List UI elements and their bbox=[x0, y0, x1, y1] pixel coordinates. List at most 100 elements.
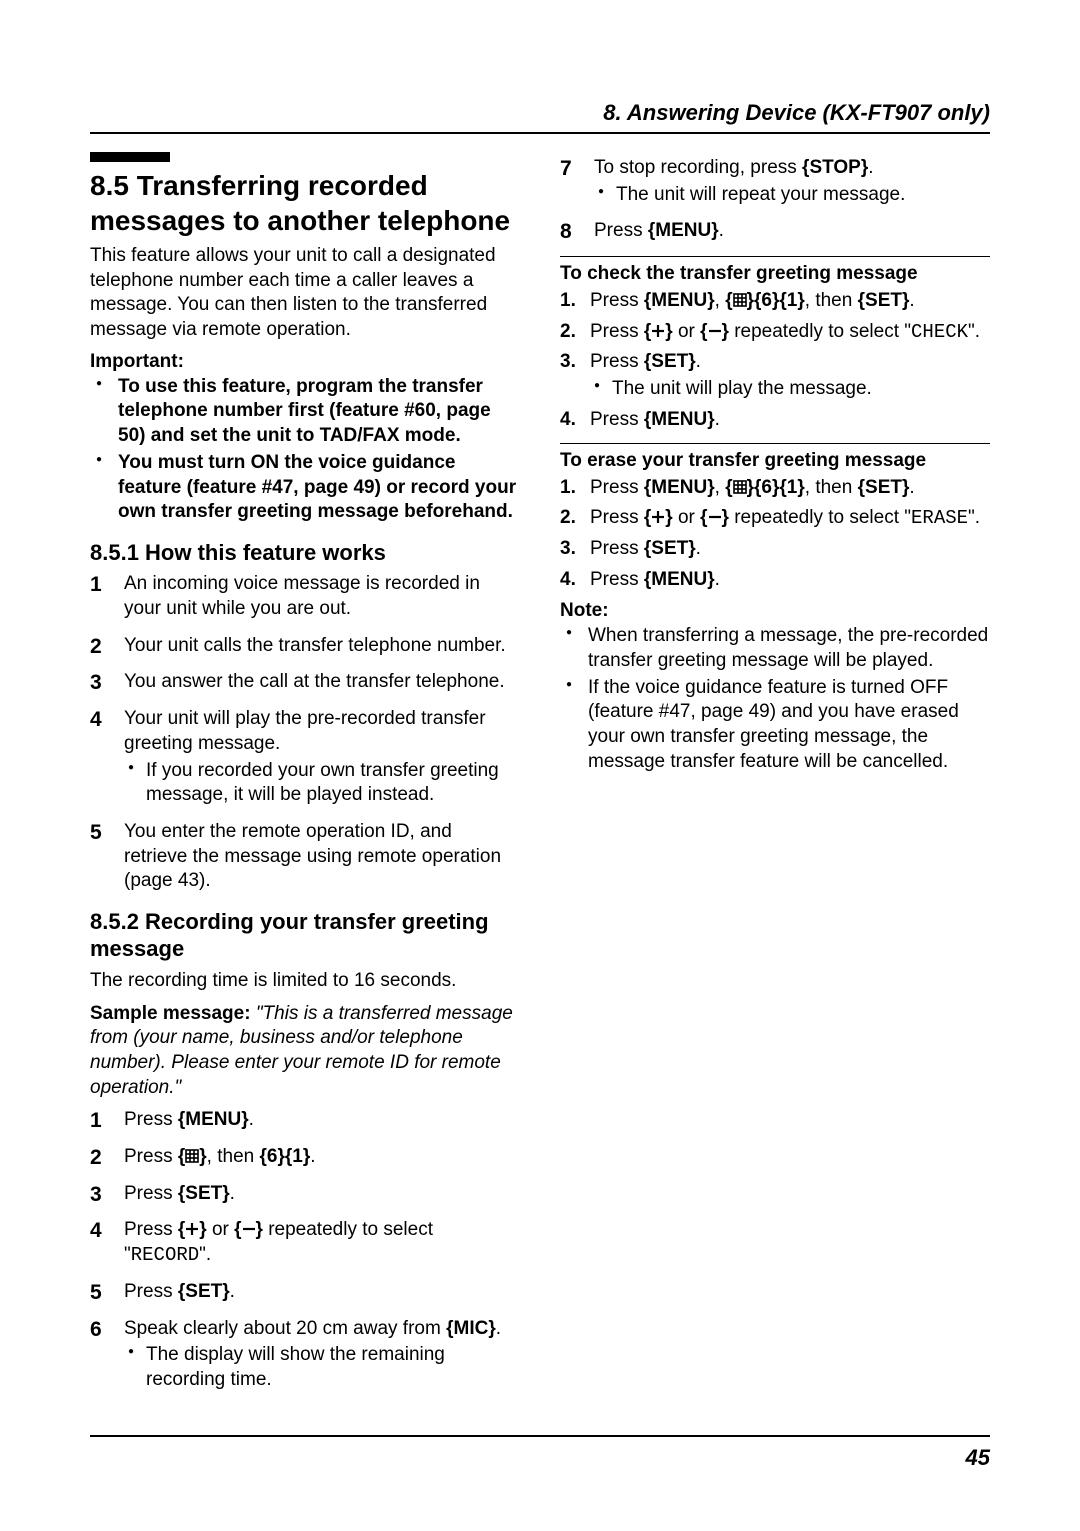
t: Press bbox=[124, 1281, 178, 1302]
section-title: 8.5 Transferring recorded messages to an… bbox=[90, 168, 520, 238]
chapter-header: 8. Answering Device (KX-FT907 only) bbox=[90, 100, 990, 126]
erase-option: ERASE bbox=[911, 507, 968, 529]
t: . bbox=[715, 569, 720, 590]
check-option: CHECK bbox=[911, 321, 968, 343]
step: You enter the remote operation ID, and r… bbox=[90, 820, 520, 894]
step: Press MENU. bbox=[560, 568, 990, 593]
step: Press or repeatedly to select "RECORD". bbox=[90, 1218, 520, 1267]
t: ". bbox=[199, 1244, 211, 1265]
check-heading: To check the transfer greeting message bbox=[560, 263, 990, 285]
plus-button-ref bbox=[644, 507, 673, 528]
t: Press bbox=[124, 1146, 178, 1167]
menu-button-ref: MENU bbox=[644, 477, 715, 498]
t: . bbox=[230, 1281, 235, 1302]
t: Press bbox=[590, 351, 644, 372]
t: Press bbox=[124, 1219, 178, 1240]
t: To stop recording, press bbox=[594, 157, 802, 178]
step: Press MENU. bbox=[560, 219, 990, 244]
important-item: You must turn ON the voice guidance feat… bbox=[118, 451, 520, 525]
bottom-divider bbox=[90, 1435, 990, 1437]
section-accent-bar bbox=[90, 152, 170, 162]
recording-steps-cont: To stop recording, press STOP. The unit … bbox=[560, 156, 990, 244]
step: You answer the call at the transfer tele… bbox=[90, 670, 520, 695]
t: Press bbox=[590, 538, 644, 559]
sub-divider bbox=[560, 256, 990, 257]
note-list: When transferring a message, the pre-rec… bbox=[560, 624, 990, 774]
step: Press or repeatedly to select "ERASE". bbox=[560, 506, 990, 531]
t: . bbox=[868, 157, 873, 178]
t: . bbox=[230, 1183, 235, 1204]
subsection-title: 8.5.2 Recording your transfer greeting m… bbox=[90, 908, 520, 963]
step: Your unit will play the pre-recorded tra… bbox=[90, 707, 520, 808]
step: Press or repeatedly to select "CHECK". bbox=[560, 320, 990, 345]
t: . bbox=[249, 1109, 254, 1130]
note-item: If the voice guidance feature is turned … bbox=[588, 676, 990, 775]
t: Press bbox=[594, 220, 648, 241]
step-sub-list: If you recorded your own transfer greeti… bbox=[124, 759, 520, 808]
step: Press MENU. bbox=[560, 408, 990, 433]
t: Press bbox=[590, 409, 644, 430]
t: . bbox=[909, 290, 914, 311]
step-sub-item: If you recorded your own transfer greeti… bbox=[146, 759, 520, 808]
set-button-ref: SET bbox=[858, 477, 910, 498]
t: . bbox=[909, 477, 914, 498]
set-button-ref: SET bbox=[644, 538, 696, 559]
one-button-ref: 1 bbox=[285, 1146, 310, 1167]
t: or bbox=[673, 507, 700, 528]
t: repeatedly to select " bbox=[729, 507, 911, 528]
t: Press bbox=[590, 290, 644, 311]
t: , then bbox=[207, 1146, 260, 1167]
t: . bbox=[715, 409, 720, 430]
t: Press bbox=[590, 569, 644, 590]
minus-button-ref bbox=[700, 321, 729, 342]
note-item: When transferring a message, the pre-rec… bbox=[588, 624, 990, 673]
t: ". bbox=[968, 507, 980, 528]
step-sub-item: The display will show the remaining reco… bbox=[146, 1343, 520, 1392]
t: Speak clearly about 20 cm away from bbox=[124, 1318, 446, 1339]
six-button-ref: 6 bbox=[754, 290, 779, 311]
step: An incoming voice message is recorded in… bbox=[90, 572, 520, 621]
important-list: To use this feature, program the transfe… bbox=[90, 375, 520, 525]
important-item: To use this feature, program the transfe… bbox=[118, 375, 520, 449]
right-column: To stop recording, press STOP. The unit … bbox=[560, 152, 990, 1405]
t: . bbox=[696, 351, 701, 372]
important-label: Important: bbox=[90, 351, 520, 373]
t: Press bbox=[590, 321, 644, 342]
page-number: 45 bbox=[90, 1445, 990, 1471]
menu-button-ref: MENU bbox=[644, 569, 715, 590]
step-sub-item: The unit will play the message. bbox=[612, 377, 990, 402]
top-divider bbox=[90, 132, 990, 134]
t: or bbox=[673, 321, 700, 342]
step: Press SET. bbox=[90, 1182, 520, 1207]
t: Press bbox=[590, 507, 644, 528]
t: repeatedly to select " bbox=[729, 321, 911, 342]
menu-button-ref: MENU bbox=[648, 220, 719, 241]
recording-intro: The recording time is limited to 16 seco… bbox=[90, 969, 520, 994]
minus-button-ref bbox=[700, 507, 729, 528]
t: , bbox=[715, 477, 726, 498]
t: Press bbox=[124, 1109, 178, 1130]
stop-button-ref: STOP bbox=[802, 157, 868, 178]
set-button-ref: SET bbox=[178, 1281, 230, 1302]
record-option: RECORD bbox=[131, 1244, 199, 1266]
subsection-title: 8.5.1 How this feature works bbox=[90, 539, 520, 567]
left-column: 8.5 Transferring recorded messages to an… bbox=[90, 152, 520, 1405]
t: Press bbox=[590, 477, 644, 498]
menu-button-ref: MENU bbox=[644, 409, 715, 430]
how-it-works-steps: An incoming voice message is recorded in… bbox=[90, 572, 520, 894]
step: To stop recording, press STOP. The unit … bbox=[560, 156, 990, 207]
minus-button-ref bbox=[234, 1219, 263, 1240]
note-label: Note: bbox=[560, 600, 990, 622]
step-sub-list: The display will show the remaining reco… bbox=[124, 1343, 520, 1392]
t: . bbox=[310, 1146, 315, 1167]
t: Press bbox=[124, 1183, 178, 1204]
t: ". bbox=[968, 321, 980, 342]
t: or bbox=[207, 1219, 234, 1240]
step: Press , then 61. bbox=[90, 1145, 520, 1170]
hash-button-ref bbox=[725, 477, 754, 498]
manual-page: 8. Answering Device (KX-FT907 only) 8.5 … bbox=[0, 0, 1080, 1531]
step: Press SET. The unit will play the messag… bbox=[560, 350, 990, 401]
menu-button-ref: MENU bbox=[644, 290, 715, 311]
one-button-ref: 1 bbox=[779, 477, 804, 498]
sub-divider bbox=[560, 443, 990, 444]
